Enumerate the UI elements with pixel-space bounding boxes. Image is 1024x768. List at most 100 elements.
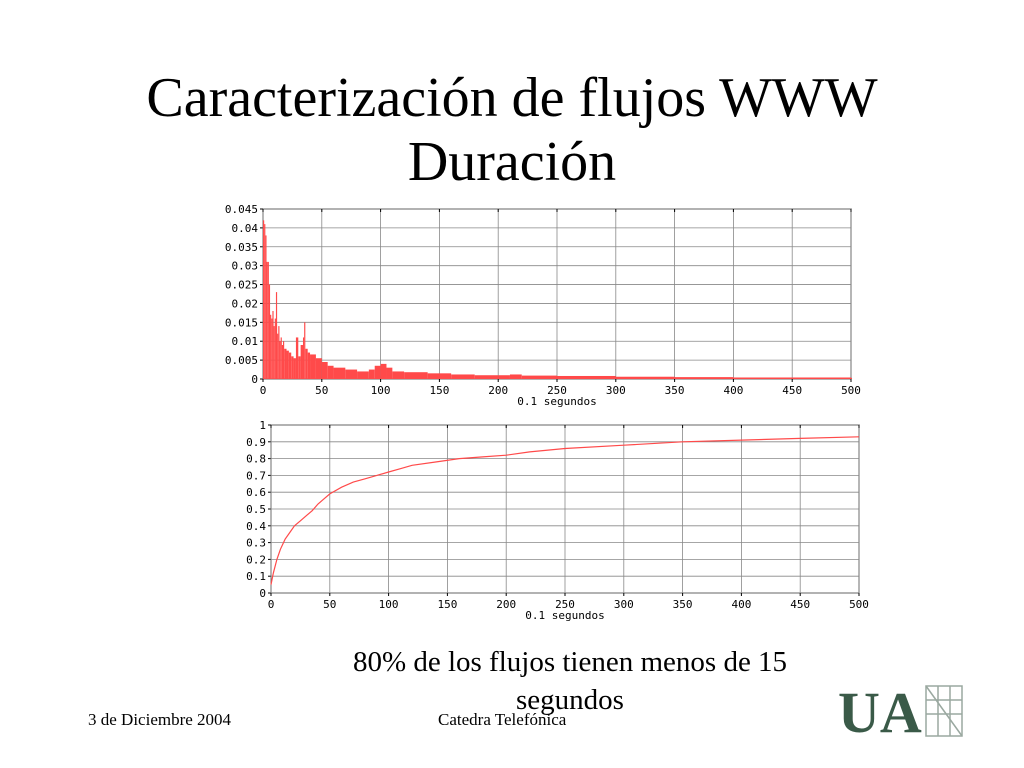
x-tick-label: 150 [429,384,449,397]
histogram-bar [302,337,305,379]
histogram-bars [263,220,852,379]
histogram-bar [278,326,280,379]
histogram-bar [321,362,328,379]
y-tick-label: 0.025 [225,279,258,292]
histogram-bar [281,345,283,379]
histogram-bar [498,375,510,379]
histogram-bar [674,377,734,379]
x-tick-label: 300 [606,384,626,397]
histogram-bar [300,345,303,379]
histogram-bar [288,352,292,379]
histogram-bar [380,363,387,379]
y-tick-label: 0.6 [246,486,266,499]
histogram-bar [277,333,279,379]
y-tick-label: 0.005 [225,354,258,367]
histogram-bar [271,318,273,379]
histogram-bar [270,314,272,379]
y-tick-label: 0.01 [232,335,259,348]
footer-organization: Catedra Telefónica [438,710,567,729]
histogram-bar [280,337,282,379]
histogram-bar [284,348,287,379]
y-tick-label: 0.1 [246,570,266,583]
histogram-bar [265,235,267,379]
logo-text: UA [838,680,922,740]
x-tick-label: 50 [323,598,336,611]
x-tick-label: 400 [731,598,751,611]
histogram-bar [315,358,322,379]
university-logo: UA [836,680,966,745]
histogram-bar [451,374,475,379]
histogram-bar [404,372,428,379]
x-tick-label: 200 [496,598,516,611]
x-tick-label: 350 [673,598,693,611]
y-tick-label: 0.045 [225,203,258,216]
histogram-bar [427,373,452,379]
duration-cdf-chart: 0 0.1 0.2 0.3 0.4 0.5 0.6 0.7 0.8 0.9 1 0 50 100 150 20… [225,418,885,628]
x-tick-label: 50 [315,384,328,397]
histogram-bar [274,318,276,379]
y-tick-label: 0.2 [246,553,266,566]
histogram-bar [557,375,616,379]
y-tick-label: 0.5 [246,503,266,516]
y-tick-label: 0.04 [232,222,259,235]
histogram-bar [307,352,311,379]
y-tick-label: 0.015 [225,316,258,329]
histogram-bar [295,337,299,379]
histogram-bar [293,358,296,379]
slide-title-line1: Caracterización de flujos WWW [146,67,878,129]
x-tick-label: 200 [488,384,508,397]
histogram-bar [374,365,381,379]
y-tick-label: 0.3 [246,537,266,550]
histogram-bar [298,356,301,379]
duration-cdf-svg: 0 0.1 0.2 0.3 0.4 0.5 0.6 0.7 0.8 0.9 1 0 50 100 150 20… [246,419,869,622]
logo-image: UA [838,680,963,745]
duration-histogram-chart: 0 0.005 0.01 0.015 0.02 0.025 0.03 0.035 0.04 0.0… [210,200,870,410]
slide-title-line2: Duración [407,131,617,193]
histogram-bar [264,224,266,379]
histogram-bar [286,350,289,379]
y-tick-label: 0.035 [225,241,258,254]
histogram-bar [392,371,405,379]
histogram-bar [279,341,281,379]
histogram-bar [615,376,675,379]
histogram-bar [345,369,358,379]
logo-building-icon [925,685,963,737]
slide-title: Caracterización de flujos WWW Duración [0,66,1024,194]
histogram-bar [305,348,308,379]
x-tick-label: 150 [437,598,457,611]
histogram-bar [851,377,852,379]
footer-date: 3 de Diciembre 2004 [88,710,232,729]
slide-caption: 80% de los flujos tienen menos de 15 seg… [352,646,788,716]
histogram-bar [333,367,346,379]
histogram-bar [509,374,522,379]
histogram-bar [272,311,274,379]
x-tick-label: 500 [849,598,869,611]
histogram-bar [291,356,294,379]
histogram-bar [357,371,369,379]
x-tick-label: 0 [268,598,275,611]
histogram-bar [474,375,499,379]
x-tick-label: 450 [782,384,802,397]
histogram-bar [268,284,271,379]
x-tick-label: 0 [260,384,267,397]
histogram-bar [266,261,268,379]
y-tick-label: 0.4 [246,520,266,533]
histogram-bar [368,369,375,379]
x-tick-label: 350 [665,384,685,397]
histogram-bar [327,365,334,379]
x-tick-label: 400 [723,384,743,397]
histogram-bar [267,261,269,379]
y-tick-label: 0.03 [232,260,259,273]
y-tick-label: 0.8 [246,453,266,466]
cdf-line [270,436,860,585]
histogram-bar [386,367,393,379]
x-tick-label: 250 [547,384,567,397]
x-tick-label: 100 [379,598,399,611]
histogram-bar [282,341,285,379]
duration-histogram-svg: 0 0.005 0.01 0.015 0.02 0.025 0.03 0.035 0.04 0.0… [225,203,861,408]
x-tick-label: 250 [555,598,575,611]
x-tick-label: 300 [614,598,634,611]
histogram-bar [792,377,851,379]
y-tick-label: 1 [259,419,266,432]
histogram-bar [733,377,793,379]
